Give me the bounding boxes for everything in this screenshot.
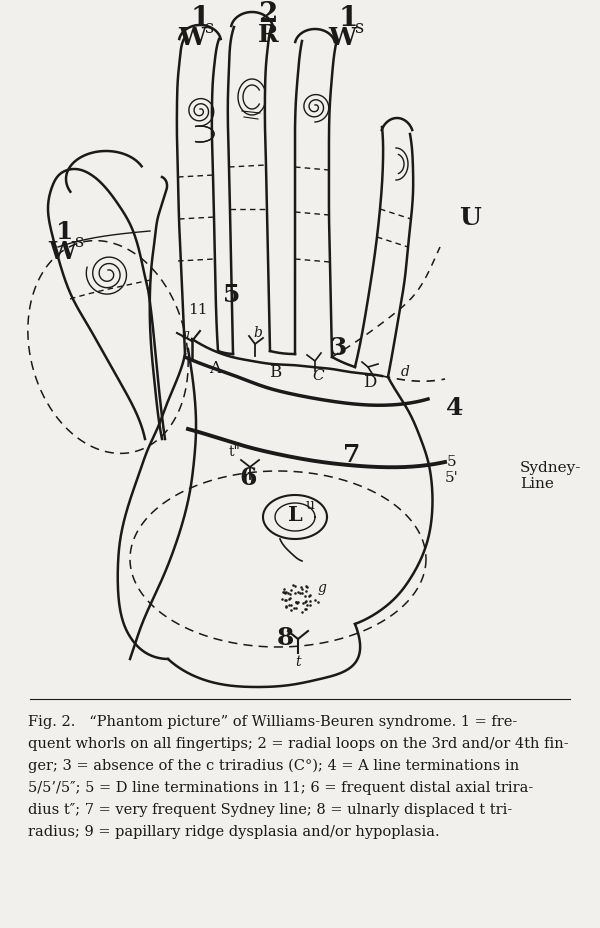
Text: U: U xyxy=(459,206,481,230)
Text: R: R xyxy=(257,23,278,47)
Text: 6: 6 xyxy=(239,466,257,489)
Text: W: W xyxy=(48,239,76,264)
Text: s: s xyxy=(355,19,365,37)
Text: C: C xyxy=(312,368,324,382)
Text: 2: 2 xyxy=(259,1,278,28)
Text: Sydney-: Sydney- xyxy=(520,460,581,474)
Text: radius; 9 = papillary ridge dysplasia and/or hypoplasia.: radius; 9 = papillary ridge dysplasia an… xyxy=(28,824,440,838)
Text: s: s xyxy=(205,19,215,37)
Text: dius t″; 7 = very frequent Sydney line; 8 = ulnarly displaced t tri-: dius t″; 7 = very frequent Sydney line; … xyxy=(28,802,512,816)
Text: 1: 1 xyxy=(56,220,74,244)
Text: s: s xyxy=(76,233,85,251)
Text: B: B xyxy=(269,363,281,380)
Text: g: g xyxy=(317,580,326,594)
Text: 11: 11 xyxy=(188,303,208,316)
Text: quent whorls on all fingertips; 2 = radial loops on the 3rd and/or 4th fin-: quent whorls on all fingertips; 2 = radi… xyxy=(28,736,569,750)
Text: 7: 7 xyxy=(343,443,361,467)
Text: W: W xyxy=(328,26,356,50)
Text: 1: 1 xyxy=(338,5,358,32)
Text: L: L xyxy=(287,505,302,524)
Text: 3: 3 xyxy=(329,336,347,360)
Text: D: D xyxy=(364,373,377,390)
Text: 5/5’/5″; 5 = D line terminations in 11; 6 = frequent distal axial trira-: 5/5’/5″; 5 = D line terminations in 11; … xyxy=(28,780,533,794)
Text: A: A xyxy=(209,359,221,376)
Text: ger; 3 = absence of the c triradius (C°); 4 = A line terminations in: ger; 3 = absence of the c triradius (C°)… xyxy=(28,758,519,772)
Text: a: a xyxy=(182,328,190,342)
Text: 5: 5 xyxy=(447,455,457,469)
Text: Fig. 2.   “Phantom picture” of Williams-Beuren syndrome. 1 = fre-: Fig. 2. “Phantom picture” of Williams-Be… xyxy=(28,715,517,728)
Text: 1: 1 xyxy=(190,5,209,32)
Text: u: u xyxy=(305,497,314,511)
Text: 5: 5 xyxy=(223,283,241,306)
Text: b: b xyxy=(254,326,262,340)
Text: 8: 8 xyxy=(277,625,293,650)
Text: d: d xyxy=(401,365,409,379)
Text: Line: Line xyxy=(520,476,554,491)
Text: 5': 5' xyxy=(445,470,459,484)
Text: W: W xyxy=(178,26,206,50)
Text: 4: 4 xyxy=(446,395,464,419)
Text: t": t" xyxy=(229,445,241,458)
Text: t: t xyxy=(295,654,301,668)
